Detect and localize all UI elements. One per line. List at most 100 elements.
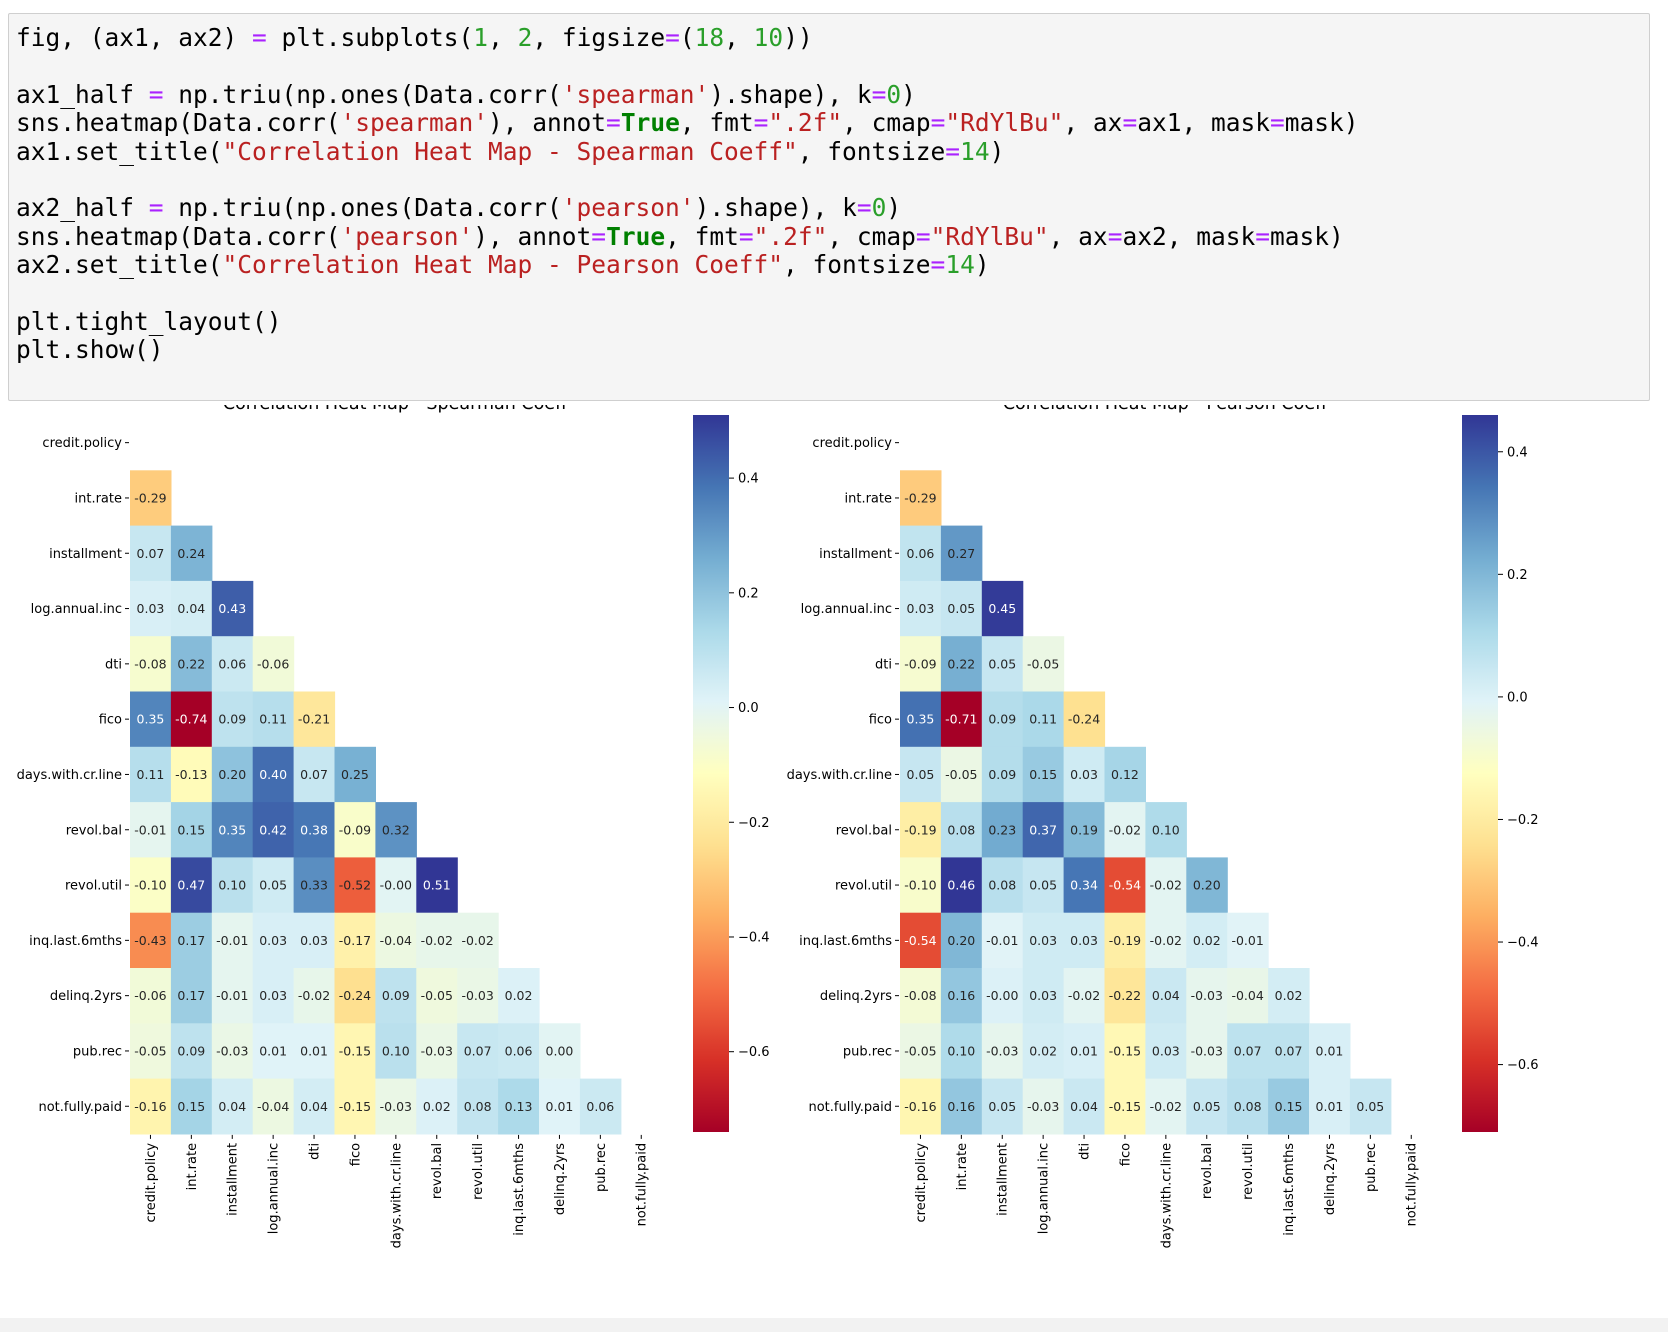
heatmap-panel-pearson: Correlation Heat Map - Pearson Coeff -0.2…	[787, 405, 1539, 1248]
code-token: , cmap	[827, 221, 916, 251]
heatmap-cell	[1309, 1023, 1351, 1080]
heatmap-cell-annotation: 0.11	[1029, 712, 1057, 727]
heatmap-cell-annotation: -0.13	[175, 767, 207, 782]
heatmap-cell	[940, 525, 983, 582]
heatmap-cell-annotation: -0.54	[904, 933, 936, 948]
heatmap-cell-annotation: 0.45	[988, 601, 1016, 616]
heatmap-cell-annotation: -0.15	[339, 1043, 371, 1058]
heatmap-cell	[1268, 1023, 1310, 1080]
code-token: ), annot	[488, 108, 607, 138]
heatmap-cell	[900, 857, 942, 914]
code-token: "RdYlBu"	[945, 108, 1064, 138]
code-token: , fmt	[679, 108, 754, 138]
heatmap-cell	[170, 1078, 213, 1135]
code-cell[interactable]: fig, (ax1, ax2) = plt.subplots(1, 2, fig…	[8, 13, 1650, 401]
heatmap-cell	[1104, 1023, 1146, 1080]
y-tick-label: credit.policy	[812, 436, 892, 451]
heatmap-cell-annotation: 0.05	[1029, 878, 1057, 893]
heatmap-cell-annotation: -0.10	[904, 878, 936, 893]
x-tick-label: installment	[996, 1143, 1011, 1216]
x-tick-label: revol.util	[1241, 1143, 1256, 1200]
heatmap-cell-annotation: 0.24	[177, 546, 205, 561]
heatmap-cell-annotation: 0.22	[177, 656, 205, 671]
code-token: 'pearson'	[561, 193, 695, 223]
code-token: =	[753, 108, 769, 138]
code-token: plt.subplots(	[266, 23, 474, 52]
heatmap-cell	[170, 1023, 213, 1080]
y-tick-label: revol.util	[65, 879, 122, 894]
heatmap-cell	[1022, 1023, 1065, 1080]
x-tick-label: inq.last.6mths	[1282, 1143, 1297, 1236]
heatmap-cell	[900, 1078, 942, 1135]
heatmap-cell	[940, 580, 983, 637]
heatmap-cell-annotation: 0.05	[907, 767, 935, 782]
code-line: ax1_half = np.triu(np.ones(Data.corr('sp…	[16, 80, 916, 109]
heatmap-cell-annotation: -0.09	[339, 822, 371, 837]
code-token: mask)	[1269, 221, 1344, 251]
y-tick-label: dti	[875, 657, 892, 672]
heatmap-cell	[375, 1023, 417, 1080]
colorbar-tick-label: 0.0	[738, 701, 759, 716]
heatmap-cell	[130, 636, 172, 693]
heatmap-cell	[1022, 912, 1065, 969]
code-token: ax1_half	[16, 79, 149, 109]
heatmap-cell-annotation: 0.03	[1152, 1043, 1180, 1058]
heatmap-figure: Correlation Heat Map - Spearman Coeff -0.…	[17, 405, 1539, 1248]
heatmap-cell-annotation: -0.52	[339, 878, 371, 893]
code-token: ax1, mask	[1137, 108, 1270, 138]
heatmap-cell	[334, 968, 376, 1024]
heatmap-cell-annotation: -0.03	[380, 1099, 412, 1114]
y-tick-label: pub.rec	[73, 1044, 122, 1059]
heatmap-cell	[252, 912, 295, 969]
code-token: ).shape), k	[694, 193, 857, 223]
heatmap-cell	[981, 636, 1024, 693]
heatmap-cell	[981, 912, 1024, 969]
heatmap-cell-annotation: -0.02	[1068, 988, 1100, 1003]
heatmap-cell-annotation: -0.15	[339, 1099, 371, 1114]
heatmap-cell-annotation: 0.35	[907, 712, 935, 727]
code-token: =	[915, 221, 931, 251]
y-tick-label: dti	[105, 657, 122, 672]
heatmap-cell-annotation: -0.19	[904, 822, 936, 837]
heatmap-cell	[170, 636, 213, 693]
heatmap-cell	[1145, 802, 1187, 858]
code-token: 14	[960, 136, 990, 166]
colorbar	[1462, 415, 1498, 1132]
y-tick-label: log.annual.inc	[31, 602, 122, 617]
heatmap-cell	[940, 1023, 983, 1080]
x-tick-label: days.with.cr.line	[1159, 1143, 1174, 1248]
code-token: =	[665, 23, 680, 52]
heatmap-cell-annotation: 0.05	[988, 1099, 1016, 1114]
heatmap-cell-annotation: -0.05	[421, 988, 453, 1003]
heatmap-cell	[130, 746, 172, 803]
heatmap-cell-annotation: 0.05	[259, 878, 287, 893]
x-tick-label: int.rate	[955, 1143, 970, 1191]
heatmap-cell-annotation: 0.05	[1356, 1099, 1384, 1114]
heatmap-cell	[1186, 1023, 1228, 1080]
code-token: =	[606, 108, 621, 138]
heatmap-cell-annotation: 0.01	[1316, 1043, 1344, 1058]
code-line: plt.tight_layout()	[16, 307, 282, 336]
code-token: np.triu(np.ones(Data.corr(	[163, 79, 562, 109]
heatmap-cell-annotation: 0.42	[259, 822, 287, 837]
code-token: ,	[488, 23, 518, 52]
heatmap-cell	[579, 1078, 622, 1135]
colorbar-tick-label: 0.2	[1507, 568, 1528, 583]
heatmap-cell-annotation: 0.16	[947, 988, 975, 1003]
heatmap-cell-annotation: 0.07	[300, 767, 328, 782]
code-token: ax2, mask	[1122, 221, 1256, 251]
x-tick-label: fico	[348, 1143, 363, 1166]
heatmap-cell	[1268, 968, 1310, 1024]
heatmap-cell-annotation: -0.09	[904, 656, 936, 671]
heatmap-cell	[252, 636, 295, 693]
heatmap-cell	[211, 1023, 254, 1080]
heatmap-cell	[130, 525, 172, 582]
code-token: =	[871, 79, 887, 109]
heatmap-cell	[457, 912, 499, 969]
colorbar-tick-label: 0.0	[1507, 690, 1528, 705]
heatmap-cell-annotation: 0.05	[947, 601, 975, 616]
y-tick-label: int.rate	[75, 491, 123, 506]
heatmap-cell-annotation: 0.25	[341, 767, 369, 782]
code-editor[interactable]: fig, (ax1, ax2) = plt.subplots(1, 2, fig…	[9, 14, 1649, 365]
heatmap-cell-annotation: 0.04	[1070, 1099, 1098, 1114]
